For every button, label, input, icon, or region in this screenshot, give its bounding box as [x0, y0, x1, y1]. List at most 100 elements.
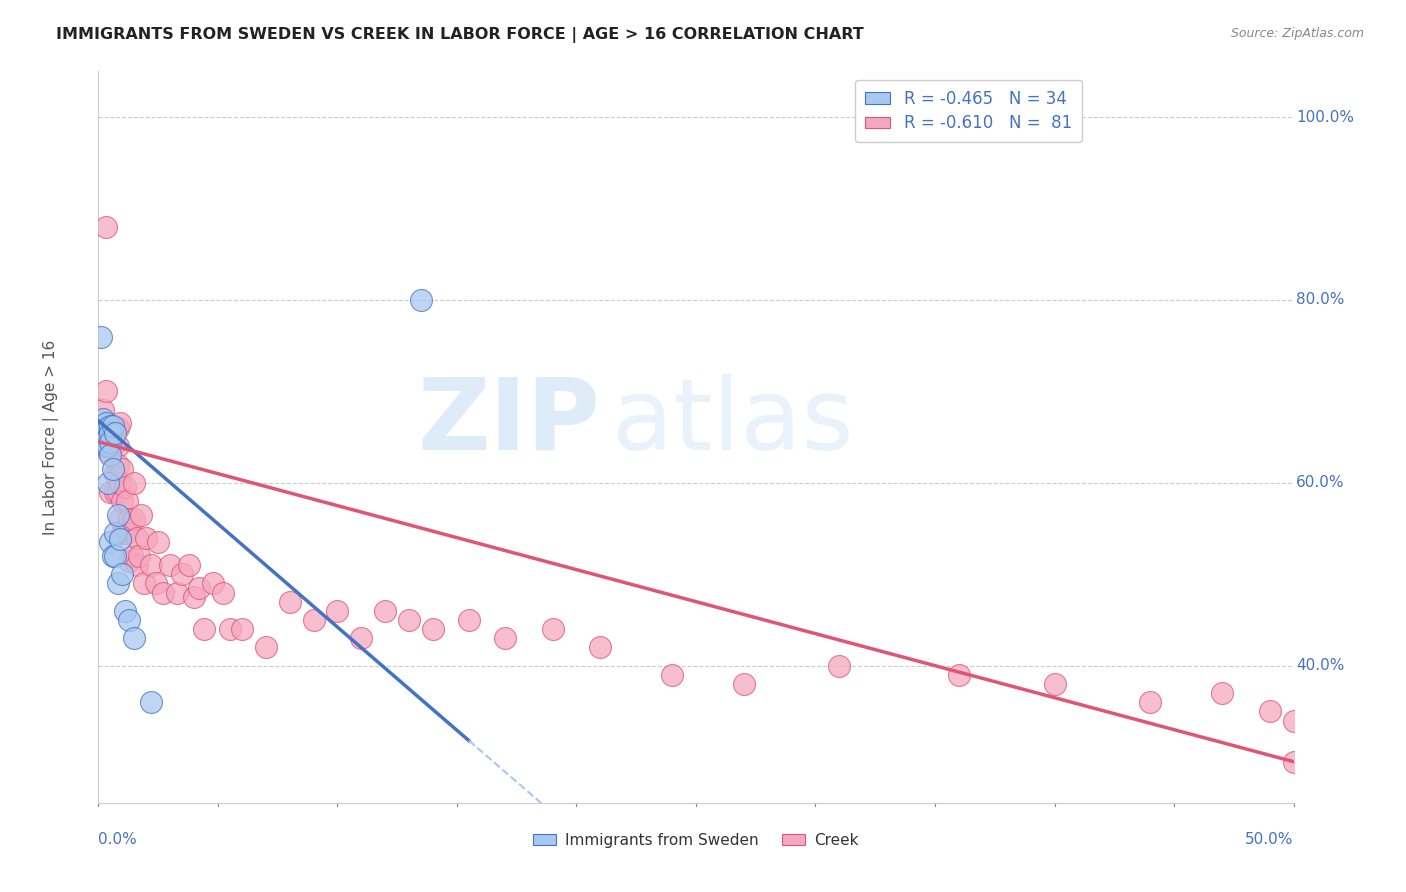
- Point: [104, 485, 127, 500]
- Point: [98, 434, 122, 449]
- Point: [97, 443, 120, 458]
- Point: [139, 558, 162, 573]
- Point: [128, 549, 150, 563]
- Point: [398, 613, 420, 627]
- Point: [101, 462, 124, 476]
- Point: [108, 475, 131, 490]
- Point: [1139, 695, 1161, 709]
- Point: [98, 485, 122, 500]
- Point: [101, 439, 124, 453]
- Point: [661, 667, 683, 681]
- Text: 80.0%: 80.0%: [1296, 293, 1344, 308]
- Point: [187, 581, 209, 595]
- Point: [172, 567, 194, 582]
- Point: [90, 430, 112, 444]
- Point: [94, 384, 117, 399]
- Point: [114, 480, 136, 494]
- Point: [166, 585, 188, 599]
- Point: [135, 531, 157, 545]
- Point: [90, 329, 112, 343]
- Point: [107, 485, 129, 500]
- Point: [94, 439, 117, 453]
- Point: [458, 613, 481, 627]
- Point: [101, 421, 124, 435]
- Point: [107, 576, 129, 591]
- Point: [326, 604, 349, 618]
- Point: [107, 508, 129, 522]
- Point: [91, 425, 114, 440]
- Point: [111, 567, 134, 582]
- Point: [104, 526, 127, 541]
- Text: ZIP: ZIP: [418, 374, 600, 471]
- Point: [124, 475, 146, 490]
- Point: [193, 622, 215, 636]
- Point: [121, 549, 143, 563]
- Point: [948, 667, 970, 681]
- Text: 50.0%: 50.0%: [1246, 832, 1294, 847]
- Point: [219, 622, 242, 636]
- Point: [152, 585, 174, 599]
- Point: [125, 531, 148, 545]
- Point: [589, 640, 612, 655]
- Point: [98, 449, 122, 463]
- Point: [115, 526, 138, 541]
- Point: [114, 521, 136, 535]
- Point: [94, 439, 117, 453]
- Point: [124, 632, 146, 646]
- Point: [374, 604, 396, 618]
- Point: [1043, 677, 1066, 691]
- Point: [115, 494, 138, 508]
- Point: [98, 535, 122, 549]
- Point: [541, 622, 564, 636]
- Point: [108, 533, 131, 547]
- Point: [125, 558, 148, 573]
- Point: [111, 526, 134, 541]
- Text: Source: ZipAtlas.com: Source: ZipAtlas.com: [1230, 27, 1364, 40]
- Point: [1282, 714, 1305, 728]
- Point: [145, 576, 167, 591]
- Point: [350, 632, 373, 646]
- Point: [104, 549, 127, 563]
- Point: [97, 421, 120, 435]
- Point: [1211, 686, 1233, 700]
- Point: [107, 439, 129, 453]
- Point: [94, 421, 117, 435]
- Point: [118, 512, 141, 526]
- Point: [159, 558, 181, 573]
- Point: [733, 677, 755, 691]
- Point: [124, 512, 146, 526]
- Point: [90, 421, 112, 435]
- Point: [1258, 705, 1281, 719]
- Point: [98, 419, 122, 434]
- Point: [101, 549, 124, 563]
- Point: [411, 293, 433, 307]
- Point: [98, 430, 122, 444]
- Point: [97, 475, 120, 490]
- Point: [828, 658, 851, 673]
- Point: [107, 458, 129, 472]
- Point: [104, 421, 127, 435]
- Point: [118, 553, 141, 567]
- Point: [1282, 755, 1305, 769]
- Point: [97, 430, 120, 444]
- Point: [131, 508, 153, 522]
- Point: [97, 421, 120, 435]
- Point: [91, 411, 114, 425]
- Point: [97, 430, 120, 444]
- Point: [183, 590, 205, 604]
- Text: In Labor Force | Age > 16: In Labor Force | Age > 16: [42, 340, 59, 534]
- Text: 100.0%: 100.0%: [1296, 110, 1354, 125]
- Point: [90, 421, 112, 435]
- Point: [278, 595, 301, 609]
- Point: [94, 219, 117, 234]
- Point: [91, 402, 114, 417]
- Point: [98, 421, 122, 435]
- Point: [139, 695, 162, 709]
- Point: [94, 417, 117, 431]
- Point: [494, 632, 516, 646]
- Point: [91, 421, 114, 435]
- Point: [211, 585, 233, 599]
- Point: [179, 558, 201, 573]
- Point: [104, 425, 127, 440]
- Point: [91, 434, 114, 449]
